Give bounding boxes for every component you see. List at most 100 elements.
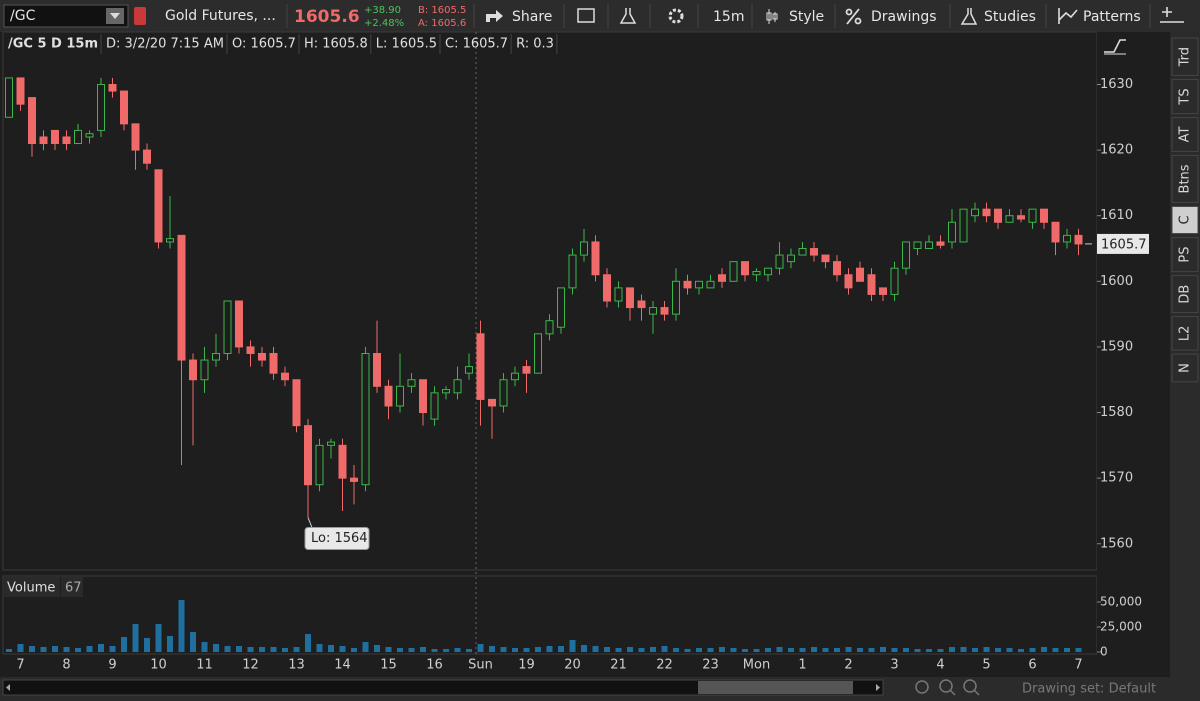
patterns-button[interactable]: Patterns (1083, 9, 1141, 25)
sidebar-tab[interactable] (1171, 353, 1199, 383)
header-field: H: 1605.8 (304, 37, 368, 52)
volume-bar (535, 647, 541, 652)
x-tick-label: 7 (1074, 658, 1082, 673)
style-button[interactable]: Style (789, 9, 824, 25)
candle-body (442, 389, 450, 394)
candle-body (223, 300, 232, 354)
volume-bar (247, 647, 254, 652)
sidebar-tab-label: DB (1178, 285, 1193, 304)
studies-button[interactable]: Studies (984, 9, 1036, 25)
candle-body (775, 254, 784, 269)
volume-bar (282, 648, 288, 652)
x-tick-label: 6 (1028, 658, 1036, 673)
volume-bar (6, 649, 12, 652)
candle-body (787, 254, 795, 263)
last-price-label: 1605.7 (1101, 237, 1147, 252)
candle-body (833, 261, 841, 276)
drawings-button[interactable]: Drawings (871, 9, 937, 25)
volume-y-tick-label: 50,000 (1100, 595, 1142, 609)
header-field: /GC 5 D 15m (8, 37, 98, 52)
x-tick-label: 20 (564, 658, 581, 673)
sidebar-tab[interactable] (1171, 37, 1199, 76)
volume-bar (512, 648, 518, 652)
candle-body (258, 352, 266, 361)
volume-bar (696, 648, 702, 652)
symbol-input[interactable] (3, 4, 129, 28)
sidebar-tab-label: Btns (1178, 164, 1193, 193)
volume-bar (374, 645, 380, 652)
candle-body (143, 149, 151, 164)
volume-bar (52, 646, 58, 652)
candle-body (913, 241, 922, 250)
candle-body (856, 267, 864, 282)
volume-bar (408, 648, 415, 652)
volume-title-box (4, 577, 60, 597)
candle-body (741, 261, 749, 276)
candle-body (810, 248, 818, 256)
more-icon[interactable] (1160, 7, 1184, 23)
candle-body (522, 366, 531, 374)
y-tick-label: 1630 (1100, 77, 1133, 92)
net-change: +38.90 (364, 5, 401, 16)
candle-body (361, 352, 370, 486)
sidebar-tab[interactable] (1171, 117, 1199, 152)
candle-body (304, 425, 312, 486)
volume-bar (1052, 648, 1059, 652)
volume-bar (98, 644, 104, 652)
y-tick-label: 1620 (1100, 143, 1133, 158)
scrollbar-thumb[interactable] (698, 681, 853, 694)
candle-body (568, 254, 577, 289)
volume-bar (500, 647, 507, 652)
candle-body (867, 274, 876, 295)
drawing-set[interactable]: Drawing set: Default (1022, 682, 1156, 697)
candle-body (373, 352, 381, 387)
link-icon[interactable] (134, 7, 146, 25)
volume-bar (328, 645, 334, 652)
y-tick-label: 1590 (1100, 339, 1133, 354)
candle-body (97, 83, 105, 131)
candle-body (39, 136, 48, 145)
candle-body (821, 254, 830, 263)
x-tick-label: 15 (380, 658, 397, 673)
sidebar-tab[interactable] (1171, 275, 1199, 314)
candle-body (603, 274, 611, 302)
volume-bar (776, 647, 783, 652)
candle-body (545, 320, 554, 335)
timeframe-button[interactable]: 15m (713, 9, 744, 25)
alert-icon[interactable] (577, 8, 595, 23)
volume-y-tick-label: 0 (1100, 645, 1108, 659)
zoom-tools[interactable] (915, 679, 980, 696)
y-tick-label: 1580 (1100, 405, 1133, 420)
volume-bar (707, 648, 714, 652)
candle-body (74, 129, 82, 145)
x-tick-label: 8 (62, 658, 70, 673)
share-icon (486, 10, 503, 22)
volume-bar (949, 647, 955, 652)
volume-bar (40, 647, 47, 652)
volume-current-box (61, 577, 83, 597)
volume-bar (742, 649, 748, 652)
volume-bar (868, 648, 875, 652)
candle-body (637, 300, 646, 309)
share-button[interactable]: Share (512, 9, 552, 25)
candle-body (189, 359, 197, 381)
volume-bar (719, 647, 725, 652)
candle-body (396, 385, 404, 407)
sidebar-tab[interactable] (1171, 154, 1199, 203)
scrollbar-track[interactable] (2, 679, 884, 696)
sidebar-tab[interactable] (1171, 237, 1199, 273)
settings-icon[interactable] (668, 8, 684, 24)
volume-bar (477, 644, 484, 652)
candle-body (1063, 234, 1071, 243)
sidebar-tab[interactable] (1171, 78, 1199, 115)
volume-bar (937, 649, 944, 652)
sidebar-tab[interactable] (1171, 316, 1199, 351)
axis-scale-icon[interactable] (1104, 39, 1126, 53)
flask-icon[interactable] (619, 8, 637, 24)
volume-bar (1018, 649, 1024, 652)
x-tick-label: 22 (656, 658, 673, 673)
candle-body (166, 238, 174, 243)
candle-body (764, 267, 772, 276)
header-field: C: 1605.7 (445, 37, 508, 52)
sidebar-tab[interactable] (1171, 205, 1199, 235)
